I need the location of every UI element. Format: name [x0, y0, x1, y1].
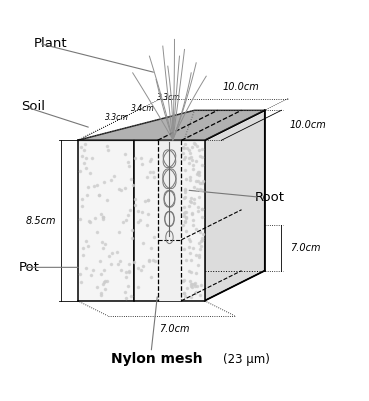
Polygon shape — [204, 110, 265, 301]
Text: 8.5cm: 8.5cm — [25, 216, 56, 225]
Text: 10.0cm: 10.0cm — [290, 120, 327, 130]
Text: (23 μm): (23 μm) — [223, 353, 270, 366]
Text: 10.0cm: 10.0cm — [223, 82, 260, 92]
Text: 7.0cm: 7.0cm — [159, 324, 190, 334]
Text: Root: Root — [255, 190, 284, 204]
Polygon shape — [77, 140, 134, 301]
Polygon shape — [77, 110, 265, 140]
Polygon shape — [158, 140, 182, 301]
Text: 3.4cm: 3.4cm — [131, 103, 154, 113]
Text: Plant: Plant — [34, 37, 68, 50]
Text: Nylon mesh: Nylon mesh — [111, 352, 203, 366]
Text: 7.0cm: 7.0cm — [290, 243, 320, 253]
Text: 3.3cm: 3.3cm — [157, 93, 181, 102]
Text: Pot: Pot — [19, 261, 40, 274]
Text: 3.3cm: 3.3cm — [106, 113, 129, 122]
Polygon shape — [134, 140, 204, 301]
Text: Soil: Soil — [21, 100, 45, 113]
